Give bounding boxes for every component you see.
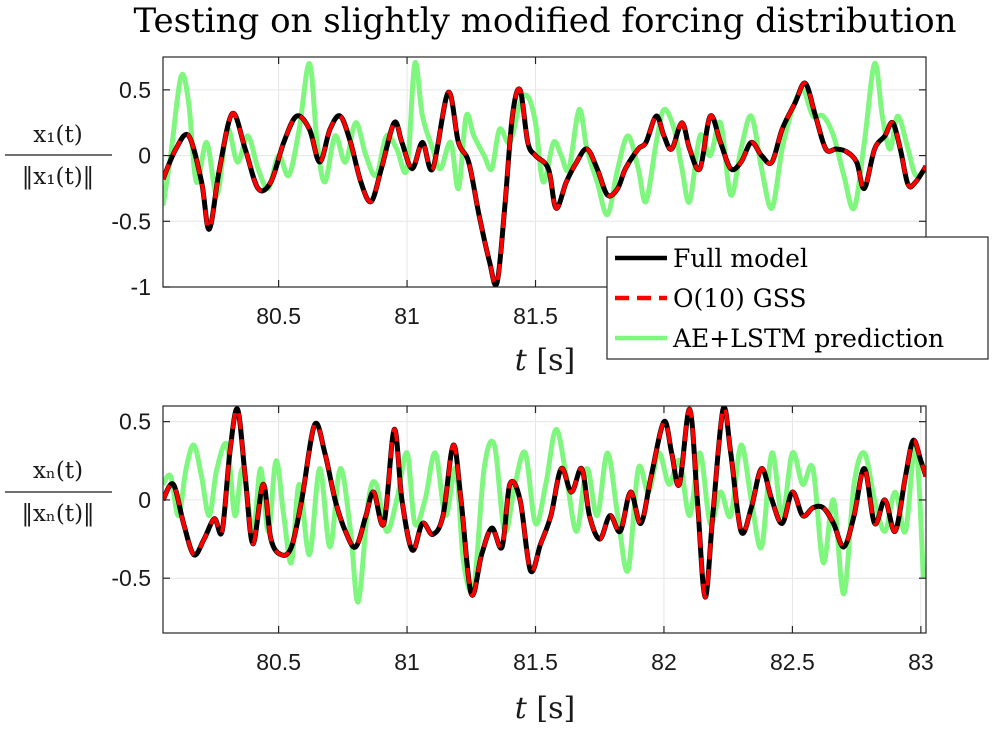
series-line-gss (163, 406, 926, 599)
series-line-lstm (163, 426, 926, 605)
x-tick-label: 82.5 (770, 649, 815, 675)
x-tick-label: 81 (394, 649, 420, 675)
x-tick-label: 82 (651, 649, 677, 675)
x-tick-label: 81.5 (513, 303, 558, 329)
y-tick-label: 0.5 (119, 409, 151, 435)
y-tick-label: -0.5 (111, 565, 151, 591)
top-axes-frame (162, 56, 927, 288)
x-tick-label: 80.5 (256, 649, 301, 675)
y-tick-label: -0.5 (111, 208, 151, 234)
top-ticks: 80.5 81 81.5 0.5 0 -0.5 -1 (111, 57, 926, 329)
y-tick-label: 0.5 (119, 77, 151, 103)
top-ylabel-numerator: x₁(t) (33, 122, 82, 148)
bottom-grid (163, 406, 926, 633)
x-tick-label: 81 (394, 303, 420, 329)
bottom-series (163, 406, 926, 605)
y-tick-label: 0 (138, 487, 151, 513)
bottom-axes-frame (162, 405, 927, 634)
top-ylabel-denominator: ‖x₁(t)‖ (22, 164, 94, 190)
bottom-xlabel: t [s] (515, 691, 575, 726)
x-tick-label: 83 (908, 649, 934, 675)
figure-title: Testing on slightly modified forcing dis… (133, 1, 956, 41)
top-xlabel: t [s] (515, 343, 575, 378)
legend-label-gss: O(10) GSS (673, 284, 807, 313)
bottom-ylabel-numerator: xₙ(t) (33, 458, 83, 484)
x-tick-label: 80.5 (256, 303, 301, 329)
legend-label-lstm: AE+LSTM prediction (672, 324, 944, 353)
bottom-ylabel-denominator: ‖xₙ(t)‖ (21, 501, 94, 527)
series-line-lstm (163, 60, 926, 218)
bottom-xlabel-var: t (515, 691, 528, 726)
bottom-ticks: 80.5 81 81.5 82 82.5 83 0.5 0 -0.5 (111, 406, 934, 675)
y-tick-label: 0 (138, 143, 151, 169)
y-tick-label: -1 (131, 274, 151, 300)
top-xlabel-var: t (515, 343, 528, 378)
top-xlabel-unit: [s] (536, 343, 575, 378)
series-line-gss (163, 81, 926, 287)
x-tick-label: 81.5 (513, 649, 558, 675)
top-panel: 80.5 81 81.5 0.5 0 -0.5 -1 x₁(t) ‖x₁(t)‖ t [s] (5, 56, 927, 378)
legend: Full model O(10) GSS AE+LSTM prediction (606, 236, 989, 360)
top-series (163, 60, 926, 287)
bottom-xlabel-unit: [s] (536, 691, 575, 726)
legend-box (606, 236, 989, 360)
bottom-panel: 80.5 81 81.5 82 82.5 83 0.5 0 -0.5 xₙ(t) ‖xₙ(t)‖… (5, 405, 934, 726)
legend-label-full: Full model (673, 244, 808, 273)
